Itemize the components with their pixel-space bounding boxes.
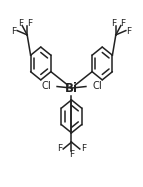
Text: F: F: [18, 19, 23, 27]
Text: Bi: Bi: [65, 82, 78, 95]
Text: F: F: [126, 27, 132, 36]
Text: Cl: Cl: [41, 81, 51, 91]
Text: F: F: [120, 19, 125, 27]
Text: F: F: [81, 144, 86, 153]
Text: F: F: [27, 19, 32, 27]
Text: F: F: [11, 27, 17, 36]
Text: F: F: [69, 151, 74, 160]
Text: F: F: [57, 144, 62, 153]
Text: F: F: [111, 19, 116, 27]
Text: Cl: Cl: [92, 81, 102, 91]
